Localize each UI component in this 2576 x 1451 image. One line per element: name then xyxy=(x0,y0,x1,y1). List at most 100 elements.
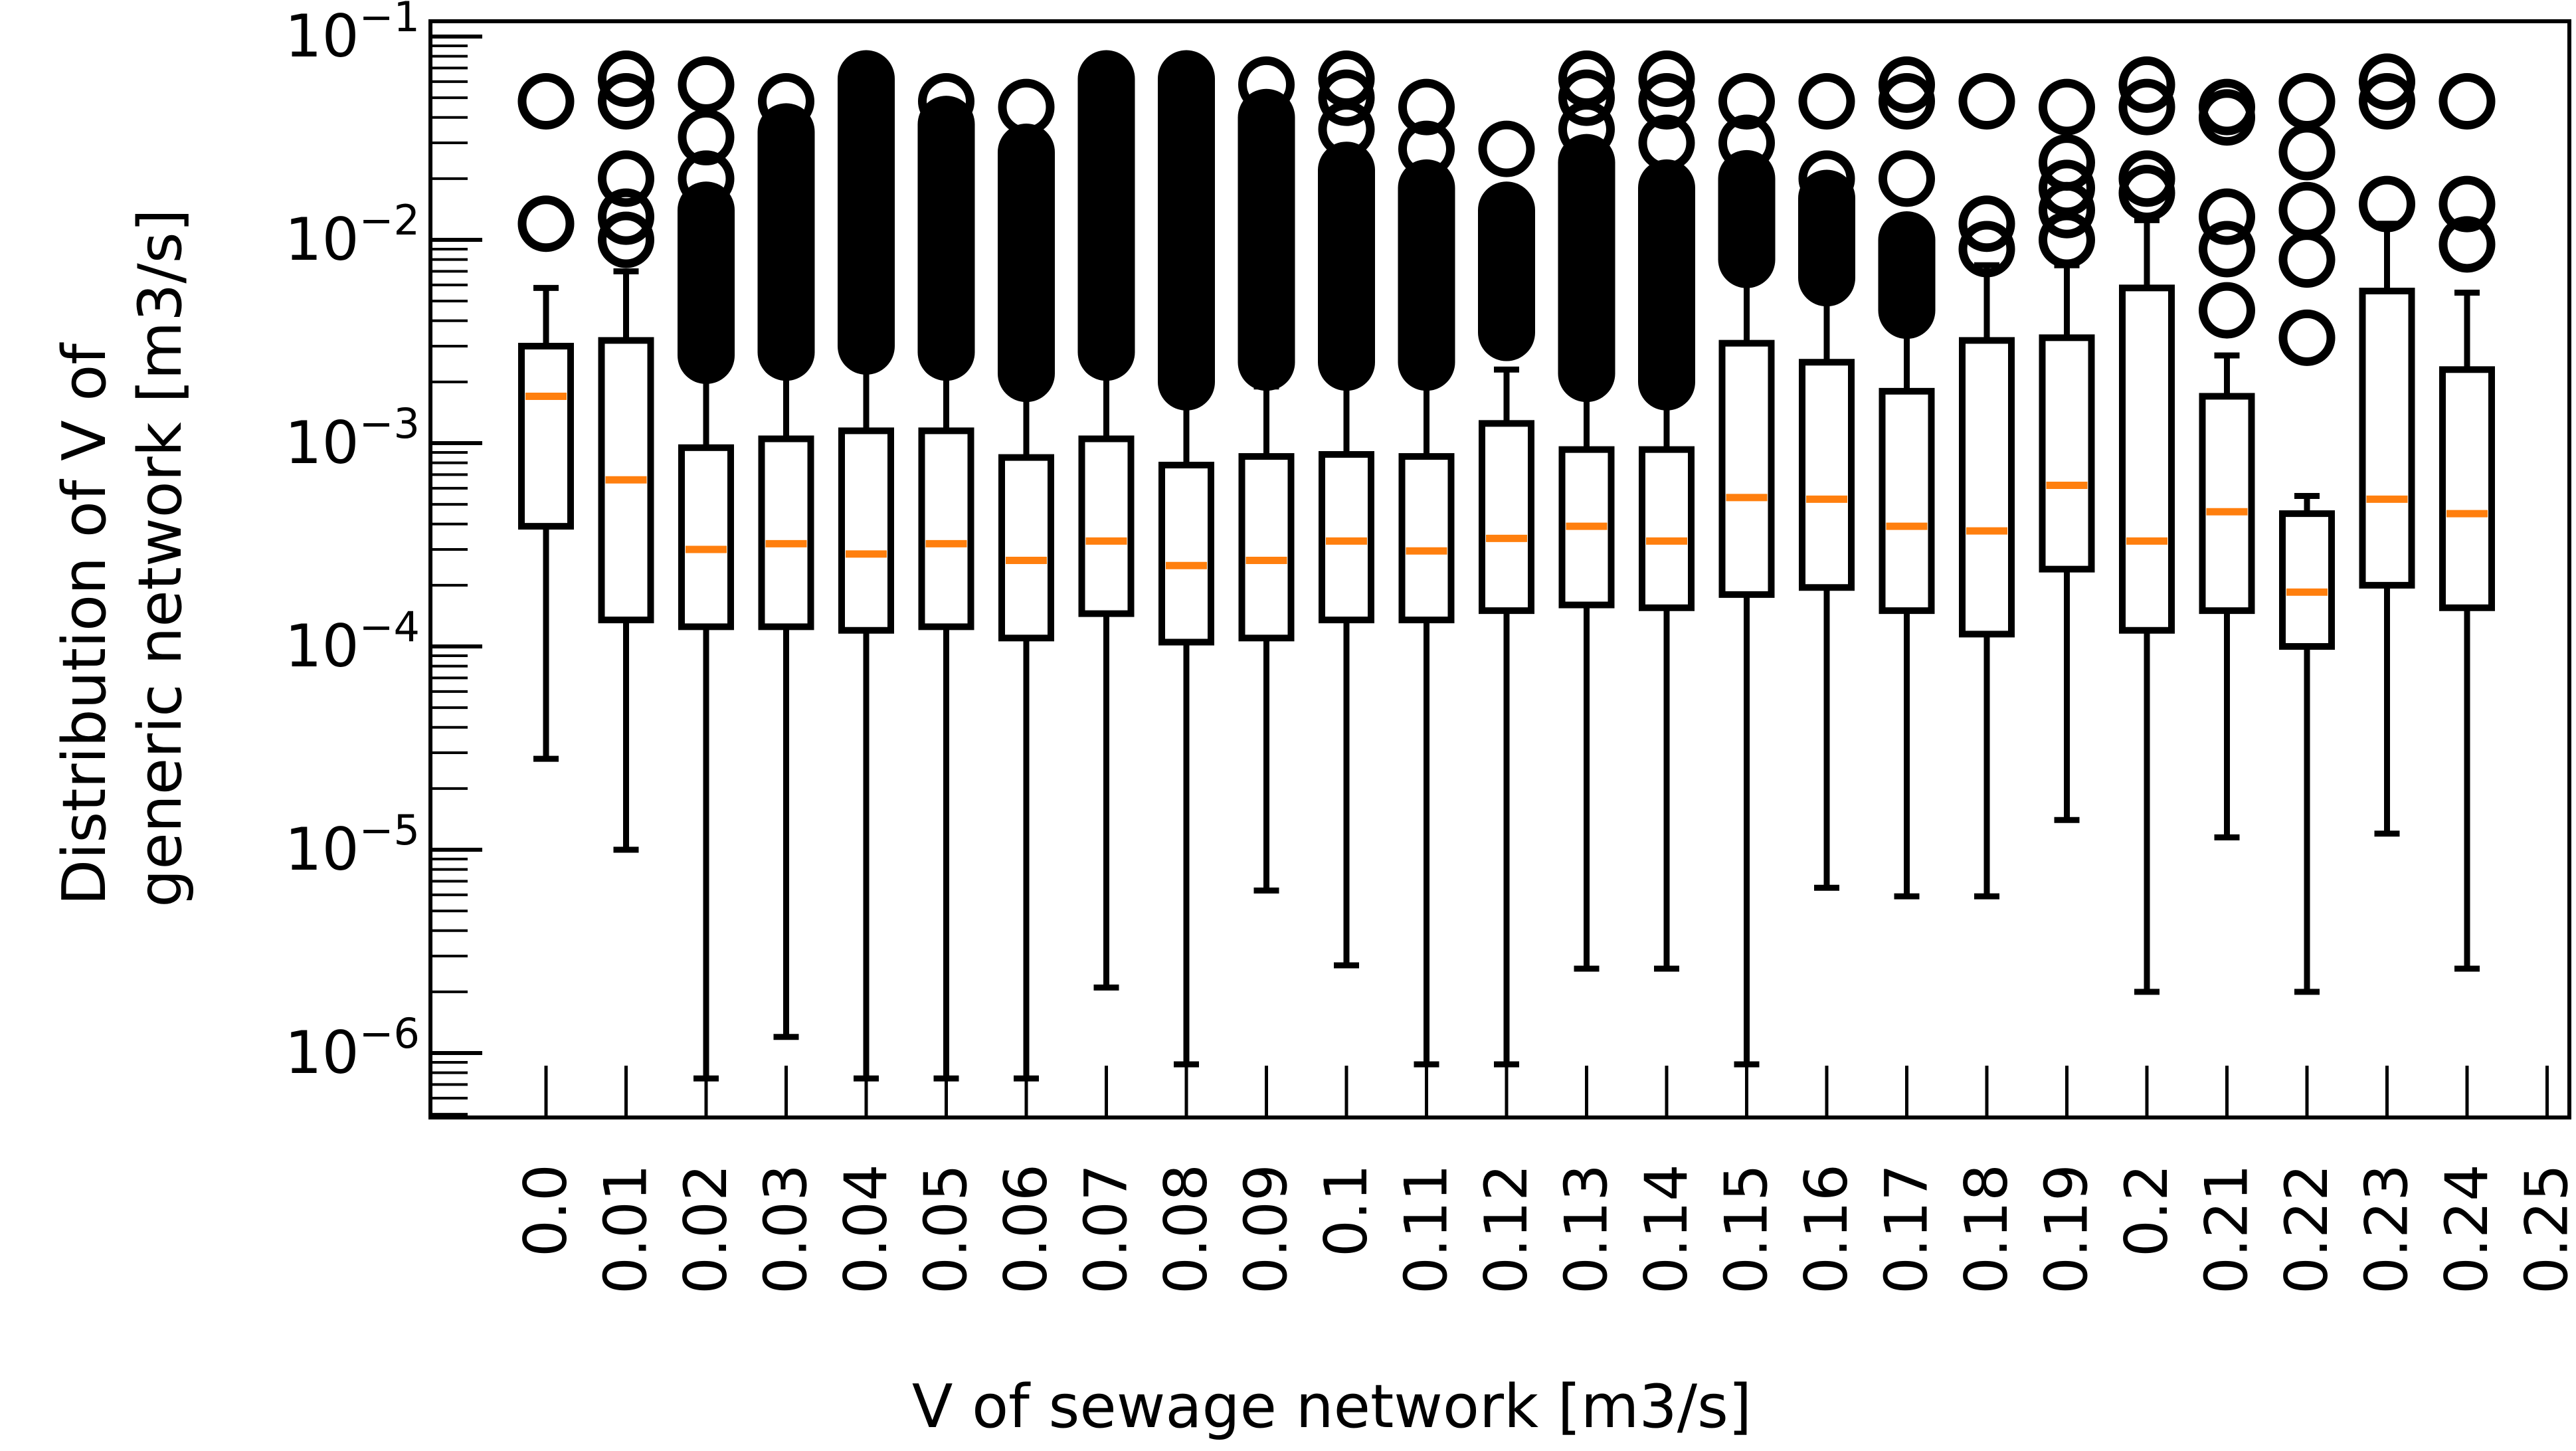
box-group xyxy=(2203,83,2252,837)
y-axis-unit: [m3/s] xyxy=(126,209,195,403)
box-group xyxy=(758,78,815,1037)
x-tick-label: 0.19 xyxy=(2033,1164,2101,1294)
x-tick-label: 0.06 xyxy=(992,1164,1060,1294)
box-iqr xyxy=(1722,343,1772,595)
outlier-marker xyxy=(1803,78,1851,126)
box-group xyxy=(1238,60,1295,890)
x-tick-label: 0.16 xyxy=(1792,1164,1861,1294)
box-iqr xyxy=(842,431,891,630)
x-tick-label: 0.12 xyxy=(1472,1164,1540,1294)
outlier-marker xyxy=(2043,83,2091,131)
y-axis-label-line1: Distribution of V of xyxy=(50,342,120,906)
x-tick-label: 0.01 xyxy=(592,1164,660,1294)
x-tick-label: 0.15 xyxy=(1712,1164,1781,1294)
box-group xyxy=(521,78,571,759)
box-iqr xyxy=(2282,514,2332,646)
box-group xyxy=(2363,58,2412,834)
box-group xyxy=(2282,78,2332,992)
outlier-cluster xyxy=(918,96,975,381)
x-tick-label: 0.2 xyxy=(2112,1164,2181,1257)
box-group xyxy=(1558,55,1615,969)
x-tick-label: 0.24 xyxy=(2433,1164,2501,1294)
y-tick-label: 10−3 xyxy=(285,399,420,477)
outlier-cluster xyxy=(1638,159,1695,411)
box-iqr xyxy=(922,431,971,627)
x-tick-label: 0.04 xyxy=(832,1164,900,1294)
box-group xyxy=(1638,55,1695,969)
outlier-cluster xyxy=(1879,211,1936,339)
box-iqr xyxy=(1162,465,1211,642)
box-iqr xyxy=(1642,450,1691,608)
outlier-marker xyxy=(2443,78,2491,126)
box-iqr xyxy=(1482,423,1531,611)
x-tick-label: 0.25 xyxy=(2513,1164,2576,1294)
box-iqr xyxy=(682,448,731,627)
box-group xyxy=(1158,50,1215,1064)
box-iqr xyxy=(2203,396,2252,611)
box-group xyxy=(838,50,895,1079)
outlier-marker xyxy=(2283,236,2331,284)
box-group xyxy=(2442,78,2492,969)
box-group xyxy=(602,55,651,850)
outlier-cluster xyxy=(1318,142,1375,391)
outlier-marker xyxy=(2283,314,2331,361)
box-group xyxy=(1962,78,2011,897)
x-tick-label: 0.05 xyxy=(912,1164,980,1294)
box-iqr xyxy=(1082,439,1131,614)
x-tick-label: 0.07 xyxy=(1072,1164,1141,1294)
outlier-cluster xyxy=(1558,134,1615,403)
box-group xyxy=(1318,55,1375,965)
boxes-layer xyxy=(521,50,2492,1079)
outlier-cluster xyxy=(1078,50,1135,381)
x-tick-label: 0.13 xyxy=(1552,1164,1621,1294)
x-tick-label: 0.02 xyxy=(672,1164,740,1294)
box-iqr xyxy=(2122,288,2171,630)
outlier-marker xyxy=(2203,225,2251,273)
box-iqr xyxy=(762,439,811,627)
y-tick-label: 10−6 xyxy=(285,1009,420,1087)
box-iqr xyxy=(1002,458,1051,638)
outlier-marker xyxy=(2203,286,2251,334)
box-group xyxy=(2043,83,2092,820)
outlier-marker xyxy=(2283,78,2331,126)
outlier-marker xyxy=(1883,155,1931,203)
x-tick-label: 0.11 xyxy=(1392,1164,1461,1294)
y-tick-label: 10−4 xyxy=(285,603,420,680)
outlier-cluster xyxy=(998,124,1055,402)
x-tick-label: 0.1 xyxy=(1312,1164,1380,1257)
x-tick-label: 0.0 xyxy=(511,1164,580,1257)
outlier-cluster xyxy=(1478,181,1535,361)
x-tick-label: 0.23 xyxy=(2353,1164,2421,1294)
box-group xyxy=(1718,78,1776,1064)
outlier-cluster xyxy=(1158,50,1215,411)
outlier-cluster xyxy=(838,50,895,375)
outlier-marker xyxy=(522,200,570,248)
outlier-cluster xyxy=(678,181,735,384)
outlier-marker xyxy=(2283,186,2331,234)
box-iqr xyxy=(1402,456,1451,620)
outlier-marker xyxy=(1483,125,1530,173)
box-group xyxy=(1798,78,1855,888)
x-tick-label: 0.21 xyxy=(2193,1164,2261,1294)
outlier-marker xyxy=(2043,216,2091,264)
x-axis-unit: [m3/s] xyxy=(1558,1372,1752,1442)
box-iqr xyxy=(2043,338,2092,569)
outlier-cluster xyxy=(1398,159,1455,391)
outlier-marker xyxy=(522,78,570,126)
box-group xyxy=(678,60,735,1078)
outlier-marker xyxy=(2283,128,2331,176)
box-group xyxy=(1879,60,1936,896)
x-tick-label: 0.14 xyxy=(1632,1164,1701,1294)
y-axis-label-line2: generic network [m3/s] xyxy=(126,209,195,908)
x-tick-label: 0.17 xyxy=(1873,1164,1941,1294)
box-group xyxy=(918,78,975,1079)
box-group xyxy=(998,83,1055,1078)
x-tick-label: 0.22 xyxy=(2272,1164,2341,1294)
x-tick-label: 0.03 xyxy=(752,1164,820,1294)
box-iqr xyxy=(2442,369,2492,607)
box-group xyxy=(1398,83,1455,1064)
x-axis-label: V of sewage network [m3/s] xyxy=(912,1372,1752,1442)
